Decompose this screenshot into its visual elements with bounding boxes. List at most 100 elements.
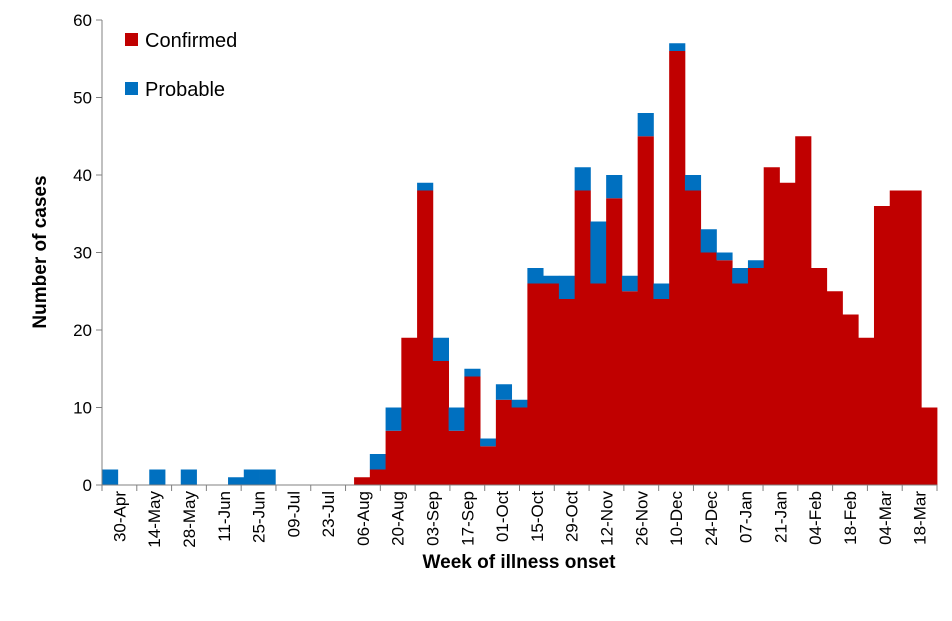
- bar-probable-32: [606, 175, 623, 199]
- bar-probable-35: [653, 283, 670, 299]
- x-tick-label: 15-Oct: [528, 491, 547, 542]
- x-tick-label: 23-Jul: [319, 491, 338, 537]
- bar-confirmed-34: [637, 136, 654, 485]
- bar-confirmed-39: [716, 260, 733, 485]
- x-tick-label: 18-Feb: [841, 491, 860, 545]
- bar-confirmed-18: [385, 430, 402, 485]
- bar-probable-31: [590, 221, 607, 284]
- bar-confirmed-33: [621, 291, 639, 485]
- y-tick-label: 0: [83, 476, 92, 495]
- bar-confirmed-25: [495, 399, 513, 485]
- bar-confirmed-51: [905, 190, 922, 485]
- y-tick-label: 50: [73, 89, 92, 108]
- bar-probable-10: [259, 469, 276, 485]
- bar-confirmed-29: [558, 299, 576, 485]
- axes-group: [96, 19, 938, 491]
- x-axis-title: Week of illness onset: [423, 552, 617, 573]
- bar-confirmed-43: [779, 182, 796, 485]
- x-tick-label: 30-Apr: [110, 491, 129, 542]
- x-tick-label: 04-Mar: [876, 491, 895, 545]
- bar-probable-29: [558, 275, 576, 299]
- x-tick-label: 12-Nov: [598, 491, 617, 546]
- bar-confirmed-24: [480, 446, 497, 485]
- bar-probable-38: [700, 229, 717, 253]
- bar-confirmed-21: [432, 361, 449, 485]
- bar-probable-25: [495, 384, 513, 400]
- bar-confirmed-23: [464, 376, 481, 485]
- x-tick-label: 25-Jun: [250, 491, 269, 543]
- bar-confirmed-37: [684, 190, 702, 485]
- bar-probable-27: [527, 268, 544, 284]
- bars-group: [102, 43, 938, 485]
- bar-probable-26: [511, 399, 528, 408]
- x-tick-label: 17-Sep: [458, 491, 477, 546]
- bar-confirmed-45: [810, 268, 828, 485]
- x-tick-label: 14-May: [145, 491, 164, 548]
- bar-confirmed-52: [921, 407, 938, 485]
- bar-confirmed-40: [732, 283, 749, 485]
- tick-labels-group: 0 10 20 30 40 50 60 30-Apr 14-May 28-May 11-Jun 25-…: [73, 11, 930, 548]
- bar-probable-33: [621, 275, 639, 292]
- legend-swatch-probable: [125, 82, 138, 95]
- y-tick-label: 40: [73, 166, 92, 185]
- legend-swatch-confirmed: [125, 33, 138, 46]
- bar-confirmed-32: [606, 198, 623, 485]
- x-tick-label: 26-Nov: [632, 491, 651, 546]
- x-tick-label: 11-Jun: [215, 491, 234, 542]
- bar-probable-22: [448, 407, 465, 431]
- bar-confirmed-26: [511, 407, 528, 485]
- x-tick-label: 24-Dec: [702, 491, 721, 546]
- bar-confirmed-50: [889, 190, 906, 485]
- x-tick-label: 20-Aug: [389, 491, 408, 546]
- x-tick-label: 01-Oct: [493, 491, 512, 542]
- bar-probable-28: [543, 275, 560, 284]
- legend: Confirmed Probable: [125, 30, 237, 101]
- bar-probable-9: [243, 469, 260, 485]
- bar-probable-23: [464, 368, 481, 377]
- bar-probable-39: [716, 252, 733, 261]
- bar-probable-20: [417, 182, 434, 191]
- bar-confirmed-49: [873, 206, 891, 485]
- x-tick-label: 29-Oct: [563, 491, 582, 542]
- bar-confirmed-44: [795, 136, 812, 485]
- x-tick-label: 28-May: [180, 491, 199, 548]
- bar-confirmed-22: [448, 430, 465, 485]
- x-tick-label: 07-Jan: [737, 491, 756, 543]
- x-tick-label: 04-Feb: [806, 491, 825, 545]
- bar-confirmed-28: [543, 283, 560, 485]
- bar-confirmed-41: [747, 268, 765, 485]
- bar-probable-0: [102, 469, 119, 485]
- bar-probable-8: [228, 477, 245, 485]
- bar-confirmed-38: [700, 252, 717, 485]
- legend-label-confirmed: Confirmed: [145, 30, 237, 52]
- y-tick-label: 60: [73, 11, 92, 30]
- bar-confirmed-27: [527, 283, 544, 485]
- x-tick-label: 06-Aug: [354, 491, 373, 546]
- x-tick-label: 09-Jul: [284, 491, 303, 537]
- bar-probable-41: [747, 260, 765, 268]
- bar-probable-36: [669, 43, 686, 51]
- x-tick-label: 03-Sep: [424, 491, 443, 546]
- bar-confirmed-31: [590, 283, 607, 485]
- bar-confirmed-30: [574, 190, 591, 485]
- y-tick-label: 10: [73, 399, 92, 418]
- bar-probable-18: [385, 407, 402, 431]
- bar-probable-34: [637, 113, 654, 137]
- bar-probable-5: [180, 469, 197, 485]
- bar-probable-40: [732, 268, 749, 284]
- bar-confirmed-36: [669, 51, 686, 485]
- bar-confirmed-46: [826, 291, 843, 485]
- bar-confirmed-19: [401, 337, 418, 485]
- x-tick-label: 18-Mar: [911, 491, 930, 545]
- bar-confirmed-20: [417, 190, 434, 485]
- bar-probable-30: [574, 167, 591, 191]
- bar-probable-24: [480, 438, 497, 447]
- bar-confirmed-47: [842, 314, 859, 485]
- bar-confirmed-17: [369, 469, 386, 485]
- bar-probable-21: [432, 337, 449, 361]
- bar-probable-17: [369, 454, 386, 470]
- bar-confirmed-48: [858, 337, 875, 485]
- y-tick-label: 20: [73, 321, 92, 340]
- y-axis-title: Number of cases: [30, 175, 51, 328]
